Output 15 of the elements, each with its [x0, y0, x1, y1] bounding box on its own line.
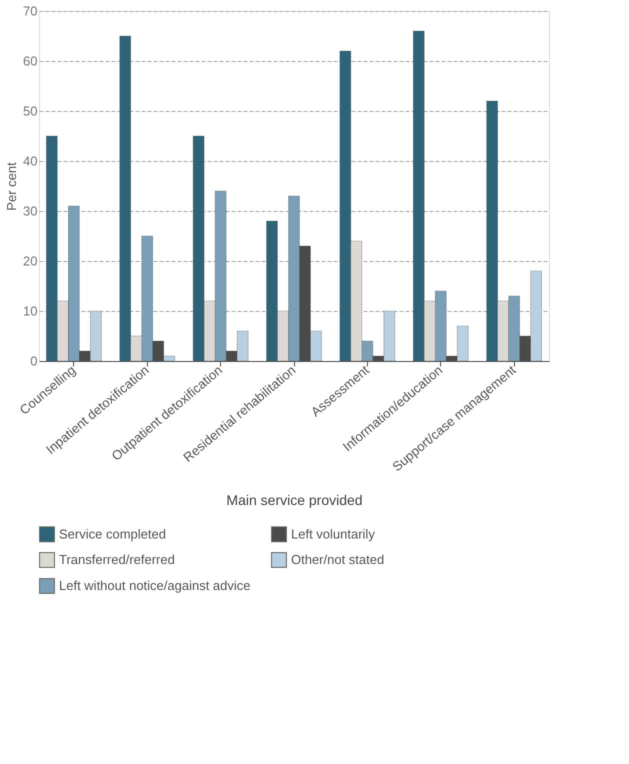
y-tick-label: 0: [30, 354, 38, 368]
legend-label: Left without notice/against advice: [59, 578, 251, 593]
legend-label: Transferred/referred: [59, 552, 175, 567]
y-tick-label: 70: [23, 4, 38, 18]
y-tick-label: 60: [23, 54, 38, 68]
y-tick-label: 50: [23, 104, 38, 118]
legend-label: Other/not stated: [291, 552, 384, 567]
y-tick-label: 30: [23, 204, 38, 218]
x-axis-title: Main service provided: [226, 492, 363, 508]
legend-label: Left voluntarily: [291, 526, 376, 542]
legend-label: Service completed: [59, 526, 166, 542]
y-tick-label: 10: [23, 304, 38, 318]
y-tick-label: 20: [23, 254, 38, 268]
y-axis-title: Per cent: [4, 162, 20, 211]
y-tick-label: 40: [23, 154, 38, 168]
